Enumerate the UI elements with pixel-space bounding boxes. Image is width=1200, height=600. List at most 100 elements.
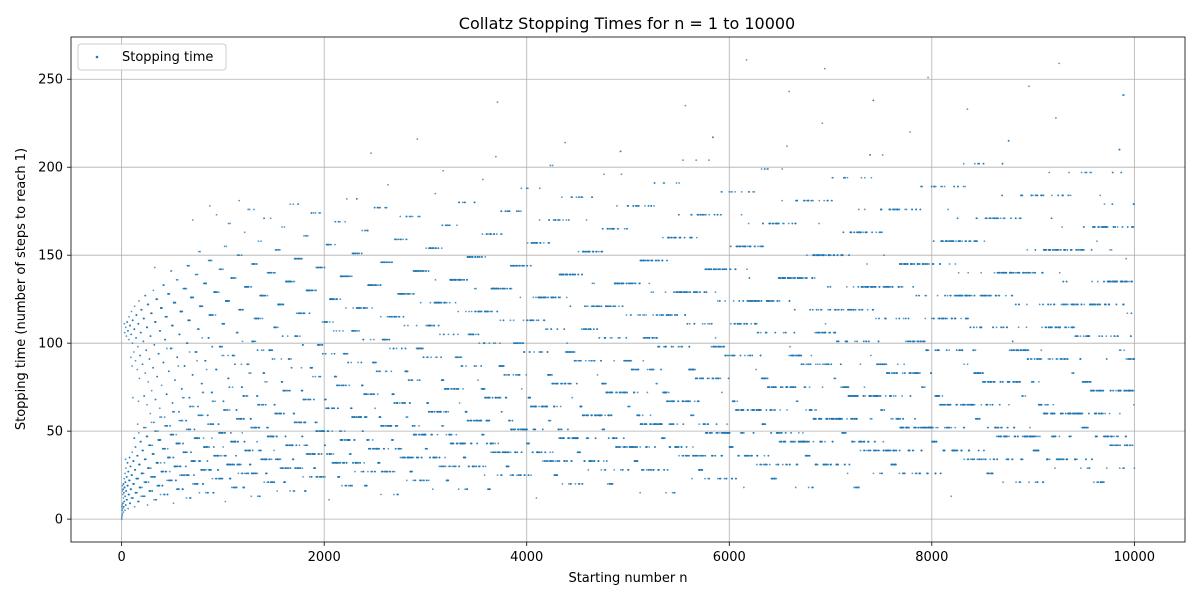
data-point [220, 268, 223, 271]
data-point [149, 412, 152, 415]
data-point [185, 465, 187, 468]
data-point [291, 444, 294, 447]
data-point [241, 386, 244, 389]
data-point [136, 491, 138, 494]
data-point [280, 303, 283, 306]
data-point [342, 329, 344, 332]
data-point [308, 312, 311, 315]
data-point [281, 380, 284, 383]
data-point [548, 219, 551, 221]
data-point [596, 373, 599, 376]
data-point [491, 310, 493, 313]
data-point [473, 465, 476, 468]
data-point [509, 474, 512, 477]
data-point [311, 366, 314, 369]
data-point [504, 373, 507, 376]
data-point [262, 349, 265, 352]
data-point [364, 229, 367, 232]
data-point [527, 474, 530, 477]
data-point [154, 476, 157, 478]
data-point [476, 442, 479, 445]
data-point [400, 447, 403, 450]
data-point [194, 460, 197, 462]
data-point [239, 463, 242, 466]
data-point [430, 356, 432, 359]
data-point [281, 226, 283, 228]
data-point [520, 187, 523, 190]
data-point [410, 215, 412, 218]
data-point [259, 449, 262, 452]
data-point [153, 266, 156, 269]
data-point [607, 437, 610, 440]
data-point [481, 233, 484, 235]
data-point [408, 379, 411, 382]
data-point [614, 305, 617, 308]
data-point [396, 424, 399, 427]
data-point [278, 458, 281, 461]
data-point [400, 347, 403, 350]
data-point [615, 437, 618, 440]
data-point [176, 278, 179, 281]
data-point [473, 201, 476, 204]
data-point [256, 472, 259, 475]
data-point [470, 310, 473, 313]
data-point [152, 453, 155, 455]
data-point [287, 467, 290, 469]
data-point [178, 442, 181, 445]
data-point [240, 417, 243, 420]
data-point [447, 388, 450, 390]
data-point [353, 416, 356, 418]
data-point [248, 372, 251, 374]
data-point [166, 347, 168, 350]
data-point [130, 310, 133, 313]
data-point [376, 284, 379, 286]
data-point [453, 388, 456, 390]
data-point [219, 454, 221, 457]
data-point [175, 433, 178, 436]
data-point [294, 467, 297, 469]
data-point [238, 199, 241, 202]
data-point [127, 329, 129, 332]
data-point [477, 256, 479, 258]
data-point [584, 359, 587, 362]
data-point [343, 461, 346, 464]
data-point [464, 201, 466, 204]
data-point [436, 356, 438, 359]
data-point [371, 439, 374, 441]
data-point [367, 393, 370, 396]
data-point [121, 484, 124, 487]
data-point [137, 477, 140, 480]
data-point [496, 101, 499, 103]
data-point [418, 379, 421, 382]
data-point [619, 468, 622, 471]
data-point [379, 416, 382, 418]
data-point [427, 402, 430, 404]
data-point [276, 490, 279, 492]
data-point [225, 454, 227, 457]
data-point [516, 451, 519, 454]
data-point [324, 352, 327, 355]
data-point [592, 328, 595, 330]
data-point [452, 442, 455, 445]
data-point [622, 282, 625, 285]
data-point [587, 468, 590, 471]
data-point [498, 451, 501, 454]
data-point [581, 273, 584, 276]
data-point [290, 280, 293, 283]
data-point [311, 289, 314, 292]
data-point [204, 359, 207, 362]
data-point [438, 456, 441, 459]
data-point [256, 395, 259, 397]
data-point [210, 314, 213, 316]
data-point [457, 310, 460, 313]
data-point [237, 472, 240, 475]
data-point [347, 275, 350, 278]
data-point [537, 319, 540, 322]
data-point [477, 379, 479, 382]
data-point [145, 349, 148, 352]
data-point [440, 301, 443, 304]
data-point [198, 437, 201, 440]
data-point [124, 326, 127, 329]
data-point [206, 446, 209, 448]
